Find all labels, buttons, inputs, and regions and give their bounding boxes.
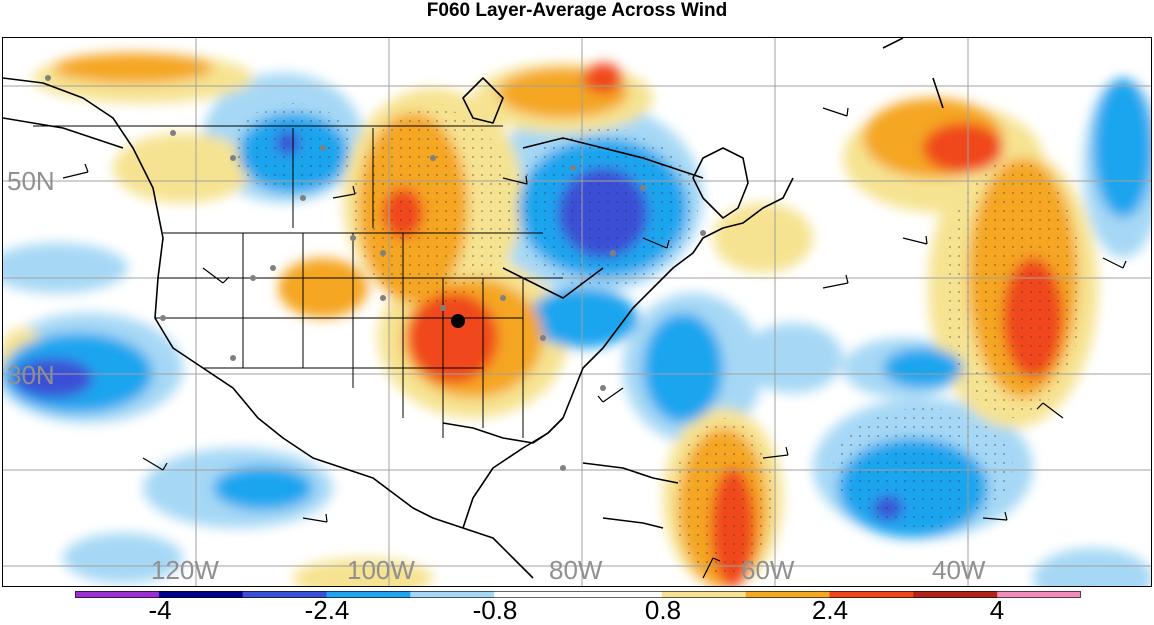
lon-label-120w: 120W xyxy=(151,555,219,585)
black-dot-marker[interactable] xyxy=(451,314,465,328)
coastlines xyxy=(3,38,944,579)
colorbar-swatch xyxy=(158,591,244,598)
colorbar-swatch xyxy=(242,591,327,598)
colorbar-swatches xyxy=(75,591,1081,598)
lon-label-100w: 100W xyxy=(347,555,415,585)
colorbar-label-neg2-4: -2.4 xyxy=(304,595,350,625)
state-borders xyxy=(33,125,563,438)
lon-label-40w: 40W xyxy=(932,555,986,585)
colorbar-swatch xyxy=(75,591,160,598)
colorbar-swatch xyxy=(913,591,998,598)
colorbar-swatch xyxy=(661,591,747,598)
colorbar-label-0-8: 0.8 xyxy=(644,595,682,625)
map-panel[interactable]: 50N 30N 120W 100W 80W 60W 40W xyxy=(2,37,1152,587)
colorbar-label-2-4: 2.4 xyxy=(811,595,849,625)
colorbar-swatch xyxy=(326,591,411,598)
colorbar-swatch xyxy=(829,591,914,598)
colorbar-swatch xyxy=(494,591,579,598)
lon-label-80w: 80W xyxy=(549,555,603,585)
colorbar-swatch xyxy=(997,591,1081,598)
colorbar-label-neg0-8: -0.8 xyxy=(472,595,518,625)
colorbar-swatch xyxy=(578,591,663,598)
wind-barbs xyxy=(62,107,1127,579)
colorbar-label-neg4: -4 xyxy=(148,595,172,625)
colorbar-swatch xyxy=(410,591,495,598)
lon-label-60w: 60W xyxy=(741,555,795,585)
colorbar xyxy=(75,591,1081,598)
page-title: F060 Layer-Average Across Wind xyxy=(426,0,728,21)
colorbar-swatch xyxy=(745,591,830,598)
lat-label-30n: 30N xyxy=(7,360,55,390)
station-dots xyxy=(45,75,706,471)
colorbar-label-4: 4 xyxy=(989,595,1005,625)
lat-label-50n: 50N xyxy=(7,166,55,196)
map-canvas xyxy=(3,38,1151,586)
